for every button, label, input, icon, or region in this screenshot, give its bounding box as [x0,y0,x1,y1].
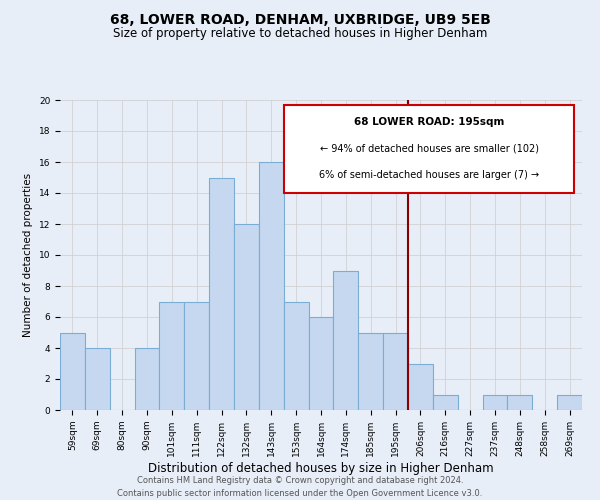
Bar [234,224,259,410]
Text: Contains HM Land Registry data © Crown copyright and database right 2024.
Contai: Contains HM Land Registry data © Crown c… [118,476,482,498]
Text: ← 94% of detached houses are smaller (102): ← 94% of detached houses are smaller (10… [320,144,539,154]
X-axis label: Distribution of detached houses by size in Higher Denham: Distribution of detached houses by size … [148,462,494,474]
Bar [85,348,110,410]
Bar [557,394,582,410]
Bar [358,332,383,410]
Y-axis label: Number of detached properties: Number of detached properties [23,173,33,337]
Bar [259,162,284,410]
Bar [160,302,184,410]
Bar [60,332,85,410]
Bar [308,317,334,410]
Text: 6% of semi-detached houses are larger (7) →: 6% of semi-detached houses are larger (7… [319,170,539,180]
Bar [433,394,458,410]
Bar [209,178,234,410]
Bar [184,302,209,410]
Bar [508,394,532,410]
Text: 68 LOWER ROAD: 195sqm: 68 LOWER ROAD: 195sqm [354,118,505,128]
Text: 68, LOWER ROAD, DENHAM, UXBRIDGE, UB9 5EB: 68, LOWER ROAD, DENHAM, UXBRIDGE, UB9 5E… [110,12,490,26]
Bar [134,348,160,410]
Text: Size of property relative to detached houses in Higher Denham: Size of property relative to detached ho… [113,28,487,40]
Bar [383,332,408,410]
FancyBboxPatch shape [284,104,574,193]
Bar [284,302,308,410]
Bar [408,364,433,410]
Bar [334,270,358,410]
Bar [482,394,508,410]
